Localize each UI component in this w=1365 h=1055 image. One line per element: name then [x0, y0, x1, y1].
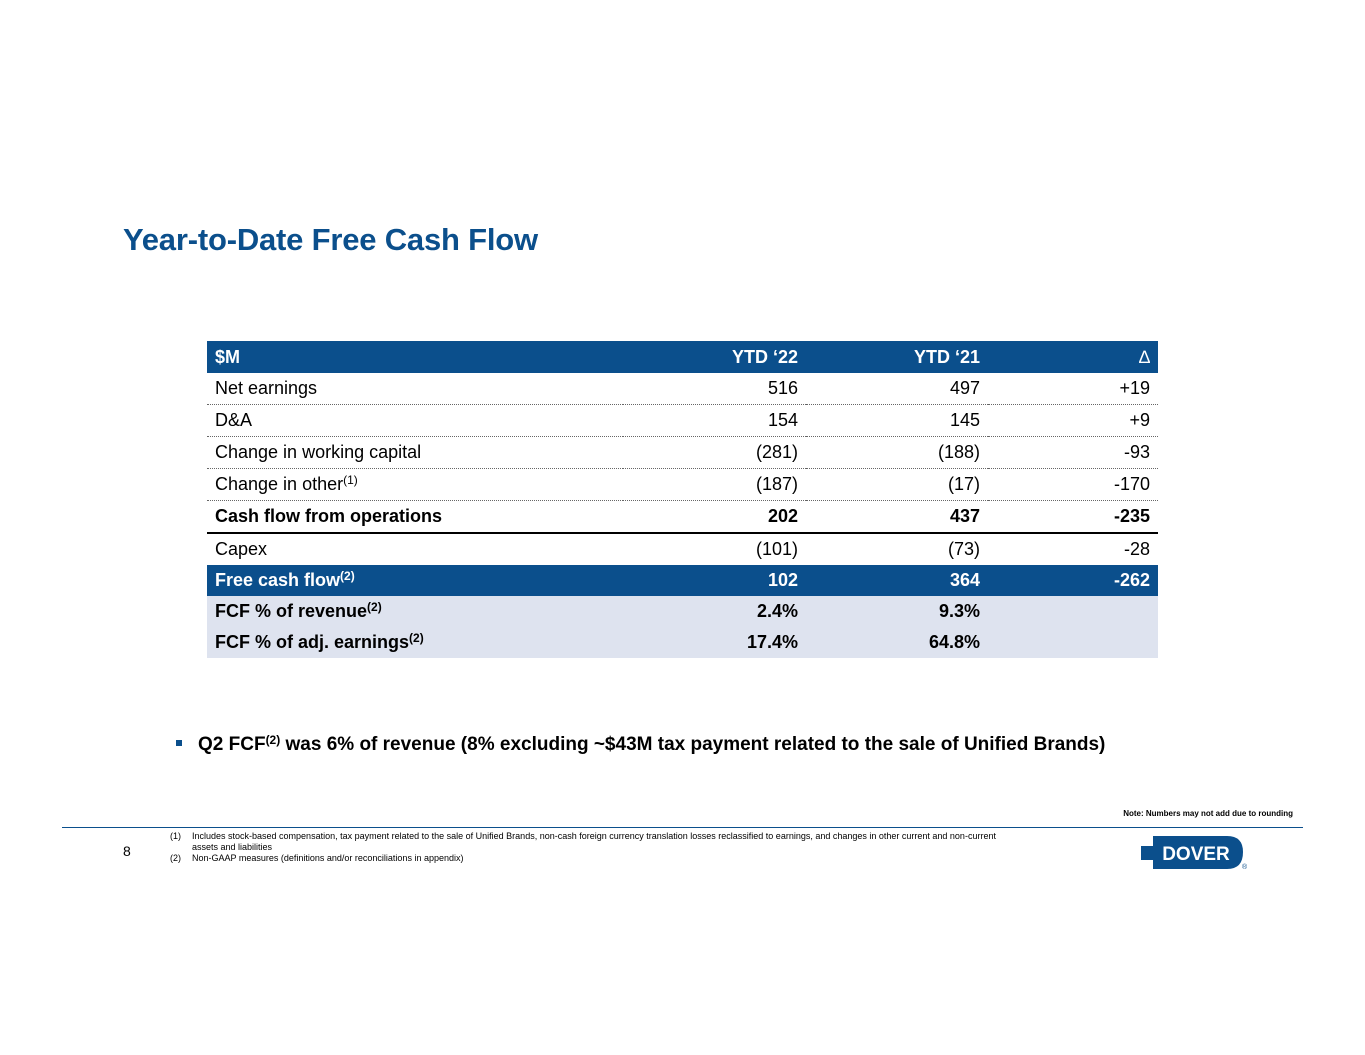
cell-ytd22: 516	[623, 373, 806, 405]
cell-ytd22: (281)	[623, 436, 806, 469]
footnote-item: (1) Includes stock-based compensation, ta…	[170, 831, 996, 852]
row-label: Cash flow from operations	[207, 500, 623, 534]
column-header-ytd21: YTD ‘21	[806, 341, 988, 373]
svg-text:DOVER: DOVER	[1162, 844, 1230, 865]
cell-ytd22: 17.4%	[623, 627, 806, 658]
cell-delta: +19	[988, 373, 1158, 405]
table-row: D&A 154 145 +9	[207, 404, 1158, 437]
cell-delta: -235	[988, 500, 1158, 534]
footnote-ref: (1)	[343, 473, 358, 487]
footnotes: (1) Includes stock-based compensation, ta…	[170, 831, 1000, 864]
cell-ytd22: (101)	[755, 539, 798, 559]
cell-ytd21: 64.8%	[806, 627, 988, 658]
cell-delta: -93	[988, 436, 1158, 469]
table-row: Change in working capital (281) (188) -9…	[207, 436, 1158, 469]
cell-ytd22: 154	[623, 404, 806, 437]
cell-ytd21: 145	[806, 404, 988, 437]
table-row: Cash flow from operations 202 437 -235	[207, 500, 1158, 534]
row-label: Capex	[215, 539, 268, 559]
cell-ytd21: 437	[806, 500, 988, 534]
svg-text:®: ®	[1242, 863, 1247, 871]
page-title: Year-to-Date Free Cash Flow	[123, 222, 538, 257]
column-header-ytd22: YTD ‘22	[623, 341, 806, 373]
table-row: Capex (101) (73) -28	[207, 533, 1158, 565]
column-header-label: $M	[207, 341, 623, 373]
table-row: Free cash flow(2) 102 364 -262	[207, 565, 1158, 596]
cell-ytd22: (187)	[623, 468, 806, 501]
dover-logo-icon: DOVER ®	[1141, 836, 1248, 871]
cell-ytd21: (17)	[806, 468, 988, 501]
cell-ytd21: (73)	[947, 539, 980, 559]
row-label: D&A	[207, 404, 623, 437]
cell-ytd22: 202	[623, 500, 806, 534]
footnote-ref: (2)	[409, 631, 424, 645]
row-label: Change in working capital	[207, 436, 623, 469]
row-label: FCF % of adj. earnings(2)	[207, 627, 623, 658]
cell-ytd22: 2.4%	[623, 596, 806, 627]
row-label: FCF % of revenue(2)	[207, 596, 623, 627]
footnote-item: (2) Non-GAAP measures (definitions and/or…	[170, 853, 464, 863]
cell-ytd21: 364	[806, 565, 988, 596]
table-row: Net earnings 516 497 +19	[207, 373, 1158, 405]
table-row: Change in other(1) (187) (17) -170	[207, 468, 1158, 501]
cell-delta: -170	[988, 468, 1158, 501]
cell-delta: -28	[1123, 539, 1150, 559]
bullet-point: Q2 FCF(2) was 6% of revenue (8% excludin…	[176, 734, 1105, 756]
cell-ytd21: 9.3%	[806, 596, 988, 627]
table-row: FCF % of adj. earnings(2) 17.4% 64.8%	[207, 627, 1158, 658]
rounding-note: Note: Numbers may not add due to roundin…	[1123, 809, 1293, 818]
bullet-square-icon	[176, 740, 182, 746]
footnote-ref: (2)	[340, 569, 355, 583]
cell-ytd21: 497	[806, 373, 988, 405]
table-row: FCF % of revenue(2) 2.4% 9.3%	[207, 596, 1158, 627]
dover-logo: DOVER ®	[1141, 836, 1248, 877]
cell-ytd22: 102	[623, 565, 806, 596]
cell-ytd21: (188)	[806, 436, 988, 469]
free-cash-flow-table: $M YTD ‘22 YTD ‘21 ∆ Net earnings 516 49…	[207, 341, 1158, 658]
cell-delta	[988, 596, 1158, 627]
column-header-delta: ∆	[988, 341, 1158, 373]
footer-divider	[62, 827, 1303, 828]
footnote-ref: (2)	[367, 600, 382, 614]
table-header-row: $M YTD ‘22 YTD ‘21 ∆	[207, 341, 1158, 373]
row-label: Net earnings	[207, 373, 623, 405]
cell-delta: +9	[988, 404, 1158, 437]
cell-delta: -262	[988, 565, 1158, 596]
page-number: 8	[123, 843, 131, 859]
cell-delta	[988, 627, 1158, 658]
row-label: Free cash flow(2)	[207, 565, 623, 596]
row-label: Change in other(1)	[207, 468, 623, 501]
footnote-ref: (2)	[265, 733, 281, 747]
